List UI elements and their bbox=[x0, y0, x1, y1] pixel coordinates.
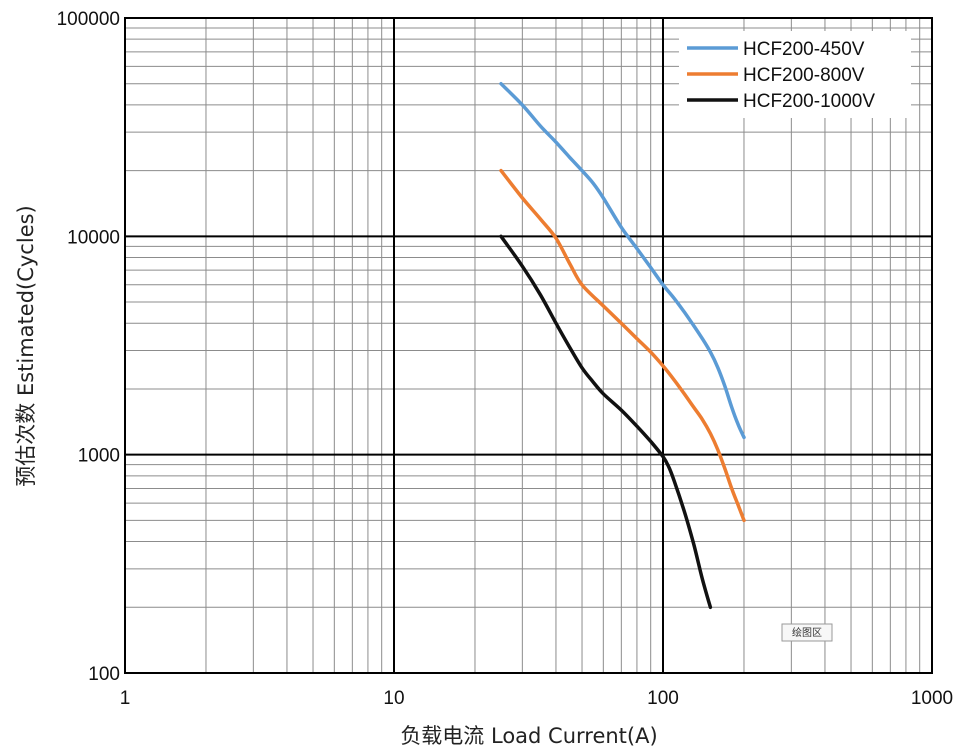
y-tick-label: 100000 bbox=[57, 9, 120, 30]
x-axis-title: 负载电流 Load Current(A) bbox=[400, 724, 657, 748]
plot-area-tooltip: 绘图区 bbox=[781, 623, 833, 642]
tick-labels: 1 10 100 1000 100 1000 10000 100000 bbox=[57, 9, 954, 709]
legend-label-hcf200-450v: HCF200-450V bbox=[743, 39, 865, 60]
series-line-hcf200-450v bbox=[499, 81, 746, 440]
plot-background bbox=[125, 18, 932, 673]
series-layer bbox=[499, 81, 746, 610]
y-tick-label: 10000 bbox=[67, 227, 120, 248]
y-tick-label: 1000 bbox=[78, 446, 120, 467]
major-grid bbox=[124, 17, 933, 674]
plot-area-tooltip-label: 绘图区 bbox=[792, 626, 822, 639]
y-axis-title: 预估次数 Estimated(Cycles) bbox=[14, 205, 38, 486]
x-tick-label: 100 bbox=[647, 688, 679, 709]
legend-label-hcf200-1000v: HCF200-1000V bbox=[743, 91, 875, 112]
y-tick-label: 100 bbox=[88, 664, 120, 685]
series-line-hcf200-1000v bbox=[499, 234, 713, 610]
series-line-hcf200-800v bbox=[499, 168, 746, 523]
legend: HCF200-450V HCF200-800V HCF200-1000V bbox=[679, 31, 911, 118]
x-tick-label: 10 bbox=[383, 688, 404, 709]
plot-area bbox=[125, 18, 932, 673]
x-tick-label: 1 bbox=[120, 688, 131, 709]
legend-label-hcf200-800v: HCF200-800V bbox=[743, 65, 865, 86]
x-tick-label: 1000 bbox=[911, 688, 953, 709]
plot-border bbox=[124, 17, 933, 674]
